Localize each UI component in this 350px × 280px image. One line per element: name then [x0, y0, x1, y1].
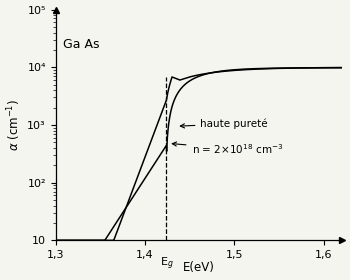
- Text: E$_g$: E$_g$: [160, 255, 173, 272]
- Text: n = 2×10$^{18}$ cm$^{-3}$: n = 2×10$^{18}$ cm$^{-3}$: [172, 142, 283, 156]
- Text: Ga As: Ga As: [63, 38, 99, 51]
- X-axis label: E(eV): E(eV): [183, 262, 215, 274]
- Y-axis label: $\alpha$ (cm$^{-1}$): $\alpha$ (cm$^{-1}$): [6, 99, 23, 151]
- Text: haute pureté: haute pureté: [180, 118, 268, 129]
